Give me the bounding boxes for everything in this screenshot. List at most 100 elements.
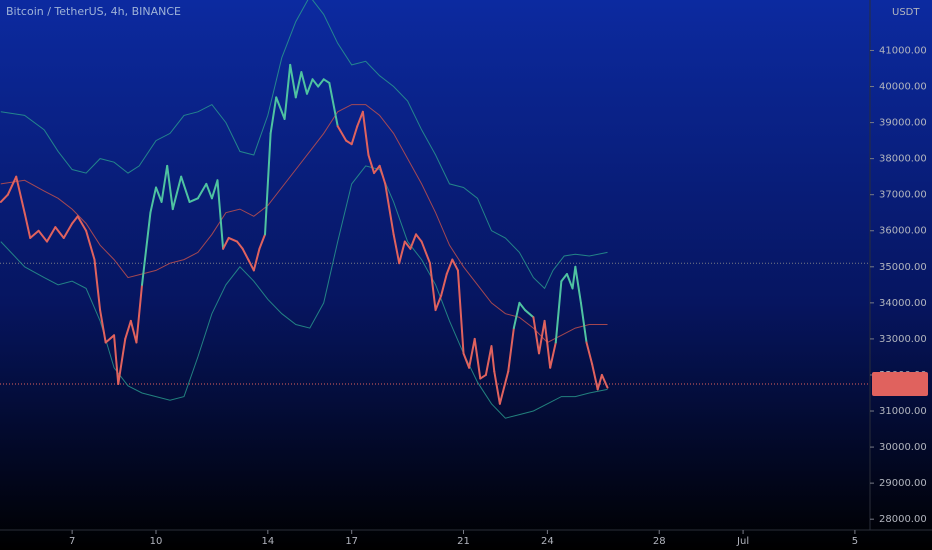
y-tick-label: 33000.00 [879,334,927,345]
price-segment [129,319,138,344]
price-segment [414,233,423,243]
y-tick-label: 31000.00 [879,406,927,417]
price-segment [512,301,521,330]
price-segment [490,345,496,373]
price-segment [93,258,102,312]
x-tick-label: 17 [345,536,358,547]
price-segment [596,373,603,391]
price-segment [76,215,88,232]
price-segment [392,233,401,265]
price-segment [403,240,412,250]
price-segment [311,78,320,88]
price-segment [247,258,255,272]
y-tick-label: 39000.00 [879,118,927,129]
price-segment [367,154,376,175]
price-segment [258,233,267,250]
chart-title: Bitcoin / TetherUS, 4h, BINANCE [6,5,181,18]
price-segment [445,258,454,276]
series-line [0,0,608,290]
price-segment [252,247,261,272]
price-segment [54,226,65,239]
price-segment [149,186,157,214]
price-segment [160,164,169,203]
price-segment [507,327,515,373]
price-segment [537,319,546,355]
price-segment [188,197,199,203]
price-segment [154,186,163,203]
price-segment [205,182,213,200]
price-segment [579,301,588,344]
price-segment [479,373,487,380]
price-segment [428,262,437,312]
price-segment [0,193,9,203]
price-segment [104,334,116,344]
price-segment [409,233,417,250]
price-segment [560,273,568,283]
price-label-box [872,371,928,396]
price-segment [305,78,314,95]
price-segment [23,211,32,239]
price-segment [373,164,381,175]
price-segment [361,110,370,157]
price-segment [456,269,465,355]
price-segment [37,229,48,243]
price-segment [289,63,297,99]
price-segment [117,337,127,385]
price-segment [6,175,18,196]
price-segment [378,164,387,185]
y-tick-label: 35000.00 [879,262,927,273]
price-segment [210,179,219,200]
price-segment [15,175,26,214]
price-segment [322,78,331,84]
x-tick-label: 14 [261,536,274,547]
price-segment [264,132,272,236]
y-tick-label: 30000.00 [879,442,927,453]
price-segment [498,370,510,405]
price-segment [71,215,79,225]
x-tick-label: Jul [736,536,749,547]
price-segment [434,294,443,312]
price-segment [484,345,493,376]
price-segment [356,110,364,128]
price-segment [345,139,353,146]
price-segment [574,265,582,304]
price-segment [468,337,476,369]
price-segment [554,280,563,344]
price-segment [300,71,308,95]
price-segment [549,341,557,369]
price-segment [171,175,183,211]
price-segment [180,175,191,203]
y-tick-label: 36000.00 [879,226,927,237]
price-segment [222,236,230,250]
y-tick-label: 28000.00 [879,514,927,525]
price-segment [420,240,431,265]
x-tick-label: 7 [69,536,75,547]
price-segment [236,240,244,250]
price-segment [216,179,225,250]
price-segment [493,370,501,405]
price-segment [113,334,120,385]
price-segment [269,96,278,135]
y-tick-label: 40000.00 [879,82,927,93]
x-tick-label: 28 [653,536,666,547]
price-segment [283,63,292,120]
x-tick-label: 5 [852,536,858,547]
y-tick-label: 34000.00 [879,298,927,309]
price-segment [462,352,471,369]
price-segment [328,81,339,128]
y-axis-label: USDT [892,7,920,18]
price-segment [543,319,552,369]
y-tick-label: 37000.00 [879,190,927,201]
price-segment [524,309,535,319]
x-tick-label: 24 [541,536,554,547]
price-segment [532,316,540,355]
y-tick-label: 41000.00 [879,45,927,56]
price-segment [294,71,303,99]
price-segment [565,273,574,290]
price-segment [600,373,609,389]
price-segment [227,236,239,243]
price-segment [62,222,74,239]
price-segment [591,363,599,391]
price-segment [440,273,448,297]
